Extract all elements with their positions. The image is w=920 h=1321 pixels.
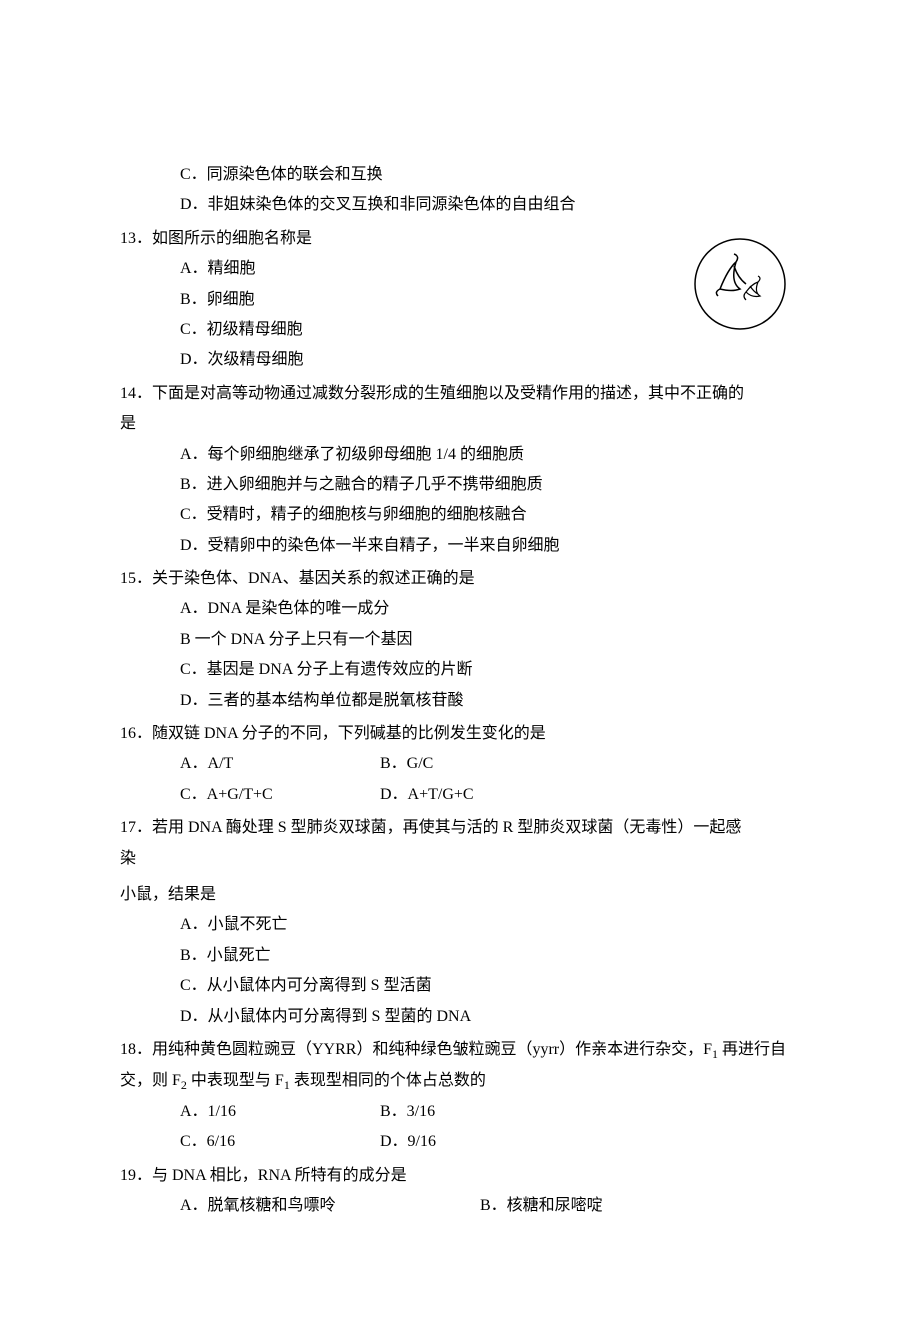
q13-stem: 13．如图所示的细胞名称是 — [120, 224, 680, 254]
question-18: 18．用纯种黄色圆粒豌豆（YYRR）和纯种绿色皱粒豌豆（yyrr）作亲本进行杂交… — [120, 1035, 800, 1158]
q18-option-a: A．1/16 — [180, 1097, 380, 1127]
q15-option-d: D．三者的基本结构单位都是脱氧核苷酸 — [120, 686, 800, 716]
q18-stem-p1: 18．用纯种黄色圆粒豌豆（YYRR）和纯种绿色皱粒豌豆（yyrr）作亲本进行杂交… — [120, 1041, 712, 1058]
q13-option-c: C．初级精母细胞 — [120, 315, 680, 345]
q18-stem: 18．用纯种黄色圆粒豌豆（YYRR）和纯种绿色皱粒豌豆（yyrr）作亲本进行杂交… — [120, 1035, 800, 1097]
q17-stem-line3: 小鼠，结果是 — [120, 880, 800, 910]
question-17: 17．若用 DNA 酶处理 S 型肺炎双球菌，再使其与活的 R 型肺炎双球菌（无… — [120, 813, 800, 1032]
q13-figure — [680, 224, 800, 334]
q15-option-c: C．基因是 DNA 分子上有遗传效应的片断 — [120, 655, 800, 685]
q18-stem-p4: 表现型相同的个体占总数的 — [290, 1072, 486, 1089]
q16-option-d: D．A+T/G+C — [380, 780, 580, 810]
q16-stem: 16．随双链 DNA 分子的不同，下列碱基的比例发生变化的是 — [120, 719, 800, 749]
q17-option-c: C．从小鼠体内可分离得到 S 型活菌 — [120, 971, 800, 1001]
cell-diagram-icon — [690, 234, 790, 334]
q18-row-2: C．6/16 D．9/16 — [120, 1127, 800, 1157]
q15-option-b: B 一个 DNA 分子上只有一个基因 — [120, 625, 800, 655]
q12-option-c: C．同源染色体的联会和互换 — [120, 160, 800, 190]
q19-row-1: A．脱氧核糖和鸟嘌呤 B．核糖和尿嘧啶 — [120, 1191, 800, 1221]
q13-option-d: D．次级精母细胞 — [120, 345, 680, 375]
q16-option-c: C．A+G/T+C — [180, 780, 380, 810]
q16-row-2: C．A+G/T+C D．A+T/G+C — [120, 780, 800, 810]
q14-option-a: A．每个卵细胞继承了初级卵母细胞 1/4 的细胞质 — [120, 440, 800, 470]
q17-option-d: D．从小鼠体内可分离得到 S 型菌的 DNA — [120, 1002, 800, 1032]
q17-option-a: A．小鼠不死亡 — [120, 910, 800, 940]
q13-option-b: B．卵细胞 — [120, 285, 680, 315]
q12-option-d: D．非姐妹染色体的交叉互换和非同源染色体的自由组合 — [120, 190, 800, 220]
question-19: 19．与 DNA 相比，RNA 所特有的成分是 A．脱氧核糖和鸟嘌呤 B．核糖和… — [120, 1161, 800, 1222]
document-page: C．同源染色体的联会和互换 D．非姐妹染色体的交叉互换和非同源染色体的自由组合 … — [0, 0, 920, 1321]
q13-text-block: 13．如图所示的细胞名称是 A．精细胞 B．卵细胞 C．初级精母细胞 D．次级精… — [120, 224, 680, 376]
q15-option-a: A．DNA 是染色体的唯一成分 — [120, 594, 800, 624]
question-14: 14．下面是对高等动物通过减数分裂形成的生殖细胞以及受精作用的描述，其中不正确的… — [120, 379, 800, 561]
q16-row-1: A．A/T B．G/C — [120, 749, 800, 779]
q18-row-1: A．1/16 B．3/16 — [120, 1097, 800, 1127]
q17-option-b: B．小鼠死亡 — [120, 941, 800, 971]
q17-stem-line1: 17．若用 DNA 酶处理 S 型肺炎双球菌，再使其与活的 R 型肺炎双球菌（无… — [120, 813, 800, 843]
question-13: 13．如图所示的细胞名称是 A．精细胞 B．卵细胞 C．初级精母细胞 D．次级精… — [120, 224, 800, 376]
q14-option-b: B．进入卵细胞并与之融合的精子几乎不携带细胞质 — [120, 470, 800, 500]
q14-option-c: C．受精时，精子的细胞核与卵细胞的细胞核融合 — [120, 500, 800, 530]
q18-option-b: B．3/16 — [380, 1097, 580, 1127]
question-15: 15．关于染色体、DNA、基因关系的叙述正确的是 A．DNA 是染色体的唯一成分… — [120, 564, 800, 716]
q16-option-b: B．G/C — [380, 749, 580, 779]
q18-option-c: C．6/16 — [180, 1127, 380, 1157]
q15-stem: 15．关于染色体、DNA、基因关系的叙述正确的是 — [120, 564, 800, 594]
question-16: 16．随双链 DNA 分子的不同，下列碱基的比例发生变化的是 A．A/T B．G… — [120, 719, 800, 810]
q14-stem-line1: 14．下面是对高等动物通过减数分裂形成的生殖细胞以及受精作用的描述，其中不正确的 — [120, 379, 800, 409]
q17-stem-line2: 染 — [120, 844, 800, 874]
q19-option-b: B．核糖和尿嘧啶 — [480, 1191, 780, 1221]
q19-option-a: A．脱氧核糖和鸟嘌呤 — [180, 1191, 480, 1221]
q19-stem: 19．与 DNA 相比，RNA 所特有的成分是 — [120, 1161, 800, 1191]
q14-option-d: D．受精卵中的染色体一半来自精子，一半来自卵细胞 — [120, 531, 800, 561]
q14-stem-line2: 是 — [120, 409, 800, 439]
q18-option-d: D．9/16 — [380, 1127, 580, 1157]
q18-stem-p3: 中表现型与 F — [187, 1072, 284, 1089]
q16-option-a: A．A/T — [180, 749, 380, 779]
q13-option-a: A．精细胞 — [120, 254, 680, 284]
